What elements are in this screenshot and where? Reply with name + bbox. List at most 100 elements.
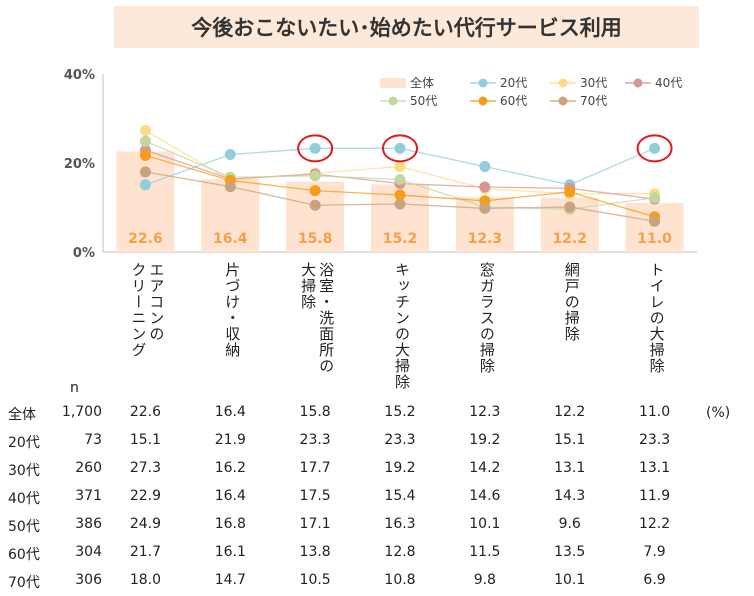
category-label: キッチンの大掃除: [393, 262, 411, 390]
series-point: [139, 135, 151, 147]
series-point: [649, 142, 661, 154]
table-cell: 17.1: [299, 516, 331, 532]
category-label: 窓ガラスの掃除: [477, 262, 496, 374]
category-label: 網戸の掃除: [562, 262, 581, 342]
series-point: [309, 199, 321, 211]
row-n: 260: [75, 460, 102, 476]
legend-marker: [558, 96, 568, 106]
table-cell: 12.3: [469, 404, 501, 420]
series-point: [649, 215, 661, 227]
table-cell: 12.2: [638, 516, 671, 532]
table-cell: 15.1: [554, 432, 586, 448]
table-cell: 6.9: [643, 572, 666, 588]
table-cell: 10.5: [299, 572, 331, 588]
highlight-circle: [297, 134, 334, 163]
table-cell: 15.2: [384, 404, 416, 420]
row-n: 371: [75, 488, 102, 504]
series-point: [479, 202, 491, 214]
y-tick-label: 40%: [64, 68, 95, 83]
legend-label: 70代: [580, 94, 607, 108]
table-cell: 16.3: [384, 516, 416, 532]
table-cell: 27.3: [129, 460, 161, 476]
highlight-circle: [382, 134, 418, 163]
series-point: [564, 186, 576, 198]
table-cell: 16.8: [214, 516, 246, 532]
table-cell: 13.8: [299, 544, 331, 560]
category-label: エアコンの クリーニング: [129, 262, 166, 358]
row-n: 73: [84, 432, 102, 448]
table-cell: 10.8: [384, 572, 416, 588]
table-cell: 14.7: [214, 572, 246, 588]
table-cell: 15.1: [129, 432, 161, 448]
table-cell: 16.4: [214, 404, 246, 420]
row-n: 304: [75, 544, 102, 560]
series-point: [139, 149, 151, 161]
unit-label: (%): [706, 405, 731, 421]
data-label: 11.0: [637, 231, 672, 247]
legend-label: 20代: [500, 76, 527, 90]
data-label: 15.2: [383, 231, 418, 247]
table-cell: 13.1: [638, 460, 671, 476]
data-label: 12.2: [552, 231, 587, 247]
series-point: [394, 142, 406, 154]
series-point: [564, 201, 576, 213]
table-cell: 13.5: [554, 544, 586, 560]
table-cell: 22.6: [129, 404, 161, 420]
series-point: [139, 125, 151, 137]
highlight-circle: [636, 134, 673, 163]
row-label: 50代: [8, 519, 40, 535]
legend-label: 30代: [580, 76, 607, 90]
table-cell: 24.9: [129, 516, 161, 532]
table-cell: 12.8: [384, 544, 416, 560]
row-label: 20代: [8, 435, 40, 451]
y-tick-label: 20%: [64, 157, 95, 172]
table-cell: 21.9: [214, 432, 246, 448]
table-cell: 23.3: [384, 432, 416, 448]
table-cell: 9.6: [558, 516, 581, 532]
table-cell: 13.1: [554, 460, 586, 476]
table-cell: 10.1: [554, 572, 586, 588]
table-cell: 17.5: [299, 488, 331, 504]
n-header: n: [70, 380, 79, 396]
legend-swatch: [380, 78, 406, 88]
table-cell: 11.5: [469, 544, 501, 560]
series-point: [394, 198, 406, 210]
table-cell: 7.9: [643, 544, 666, 560]
table-cell: 22.9: [129, 488, 161, 504]
row-label: 全体: [8, 407, 36, 423]
table-cell: 12.2: [554, 404, 586, 420]
series-point: [139, 179, 151, 191]
table-cell: 9.8: [473, 572, 496, 588]
data-label: 12.3: [468, 231, 503, 247]
legend-label: 40代: [655, 76, 682, 90]
table-cell: 11.9: [638, 488, 671, 504]
data-label: 16.4: [213, 231, 248, 247]
table-cell: 14.2: [469, 460, 501, 476]
row-n: 1,700: [61, 404, 102, 420]
category-label: 浴室・洗面所の 大掃除: [299, 262, 336, 374]
table-cell: 14.6: [469, 488, 501, 504]
legend-marker: [558, 78, 568, 88]
y-tick-label: 0%: [73, 246, 95, 261]
table-cell: 23.3: [638, 432, 671, 448]
table-cell: 15.4: [384, 488, 416, 504]
chart-title: 今後おこないたい･始めたい代行サービス利用: [191, 16, 622, 40]
table-cell: 18.0: [129, 572, 161, 588]
legend-marker: [478, 78, 488, 88]
series-point: [394, 161, 406, 173]
series-point: [309, 185, 321, 197]
table-cell: 11.0: [638, 404, 671, 420]
series-point: [224, 181, 236, 193]
row-label: 70代: [8, 575, 40, 591]
series-point: [394, 189, 406, 201]
series-point: [224, 149, 236, 161]
legend-label: 50代: [410, 94, 437, 108]
table-cell: 21.7: [129, 544, 161, 560]
table-cell: 16.2: [214, 460, 246, 476]
table-cell: 16.4: [214, 488, 246, 504]
table-cell: 16.1: [214, 544, 246, 560]
legend-marker: [388, 96, 398, 106]
legend-label: 60代: [500, 94, 527, 108]
series-point: [394, 173, 406, 185]
